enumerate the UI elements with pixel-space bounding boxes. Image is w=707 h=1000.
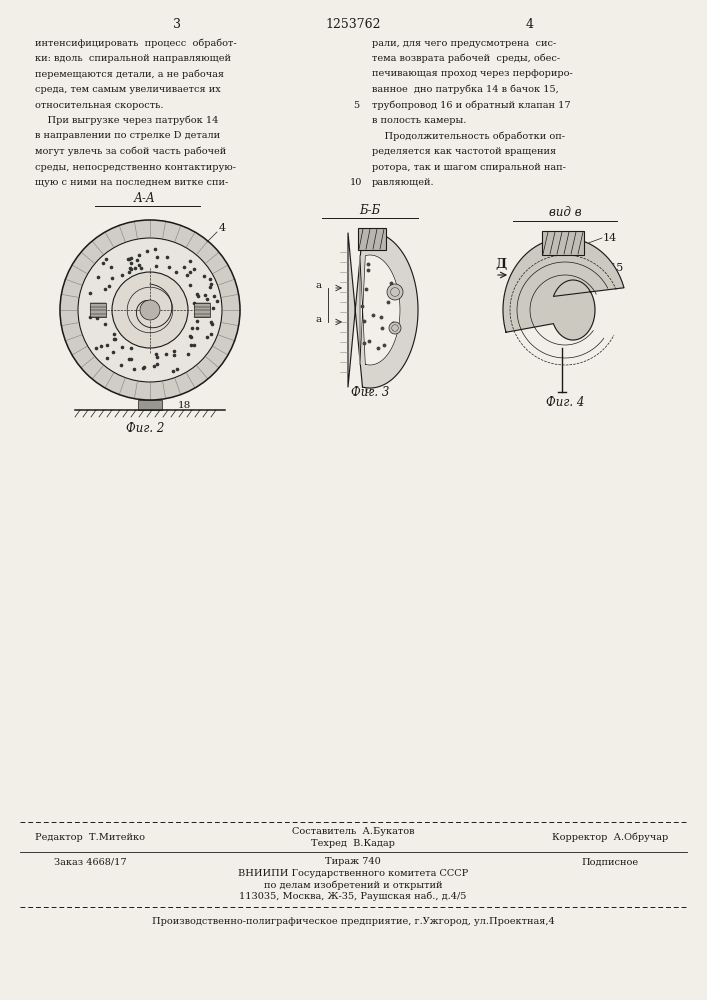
Text: щую с ними на последнем витке спи-: щую с ними на последнем витке спи- [35,178,228,187]
Text: печивающая проход через перфориро-: печивающая проход через перфориро- [372,70,573,79]
Text: А-А: А-А [134,192,156,205]
Text: перемещаются детали, а не рабочая: перемещаются детали, а не рабочая [35,69,224,79]
Text: ротора, так и шагом спиральной нап-: ротора, так и шагом спиральной нап- [372,162,566,172]
Text: среды, непосредственно контактирую-: среды, непосредственно контактирую- [35,162,236,172]
Bar [138,400,162,410]
Text: 4: 4 [526,18,534,31]
Circle shape [140,300,160,320]
Text: Фиг. 4: Фиг. 4 [546,395,584,408]
Text: Производственно-полиграфическое предприятие, г.Ужгород, ул.Проектная,4: Производственно-полиграфическое предприя… [151,918,554,926]
Text: 14: 14 [603,233,617,243]
Text: в полость камеры.: в полость камеры. [372,116,467,125]
Text: Заказ 4668/17: Заказ 4668/17 [54,857,127,866]
Text: Составитель  А.Букатов: Составитель А.Букатов [292,826,414,836]
Text: рали, для чего предусмотрена  сис-: рали, для чего предусмотрена сис- [372,38,556,47]
Circle shape [112,272,188,348]
Text: 18: 18 [178,400,192,410]
Text: Продолжительность обработки оп-: Продолжительность обработки оп- [372,131,565,141]
Text: ванное  дно патрубка 14 в бачок 15,: ванное дно патрубка 14 в бачок 15, [372,85,559,94]
Text: относительная скорость.: относительная скорость. [35,101,163,109]
Text: Б-Б: Б-Б [359,204,380,217]
Text: Техред  В.Кадар: Техред В.Кадар [311,838,395,848]
Bar [358,228,386,250]
Bar [90,303,106,317]
Text: a: a [316,314,322,324]
Text: б: б [365,385,371,395]
Text: равляющей.: равляющей. [372,178,435,187]
Text: среда, тем самым увеличивается их: среда, тем самым увеличивается их [35,85,221,94]
Text: 1253762: 1253762 [325,18,381,31]
Text: интенсифицировать  процесс  обработ-: интенсифицировать процесс обработ- [35,38,237,48]
Text: 113035, Москва, Ж-35, Раушская наб., д.4/5: 113035, Москва, Ж-35, Раушская наб., д.4… [239,891,467,901]
Text: могут увлечь за собой часть рабочей: могут увлечь за собой часть рабочей [35,147,226,156]
Polygon shape [503,238,624,340]
Text: Тираж 740: Тираж 740 [325,857,381,866]
Text: Подписное: Подписное [581,857,638,866]
Text: 15: 15 [610,263,624,273]
Circle shape [389,322,401,334]
Polygon shape [348,232,418,388]
Text: трубопровод 16 и обратный клапан 17: трубопровод 16 и обратный клапан 17 [372,100,571,110]
Text: При выгрузке через патрубок 14: При выгрузке через патрубок 14 [35,116,218,125]
Text: ки: вдоль  спиральной направляющей: ки: вдоль спиральной направляющей [35,54,231,63]
Text: a: a [316,280,322,290]
Bar [194,303,210,317]
Text: вид в: вид в [549,207,581,220]
Text: 4: 4 [218,223,226,233]
Text: по делам изобретений и открытий: по делам изобретений и открытий [264,880,443,890]
Text: Фиг. 3: Фиг. 3 [351,385,389,398]
Text: ределяется как частотой вращения: ределяется как частотой вращения [372,147,556,156]
Text: Корректор  А.Обручар: Корректор А.Обручар [552,832,668,842]
Bar [542,231,584,255]
Text: тема возврата рабочей  среды, обес-: тема возврата рабочей среды, обес- [372,54,560,63]
Circle shape [387,284,403,300]
Text: в направлении по стрелке D детали: в направлении по стрелке D детали [35,131,220,140]
Text: Редактор  Т.Митейко: Редактор Т.Митейко [35,832,145,842]
Text: 3: 3 [173,18,181,31]
Text: ВНИИПИ Государственного комитета СССР: ВНИИПИ Государственного комитета СССР [238,869,468,879]
Text: Фиг. 2: Фиг. 2 [126,422,164,434]
Text: 5: 5 [353,101,359,109]
Text: Д: Д [496,258,507,271]
Polygon shape [360,255,400,365]
Text: 10: 10 [350,178,362,187]
